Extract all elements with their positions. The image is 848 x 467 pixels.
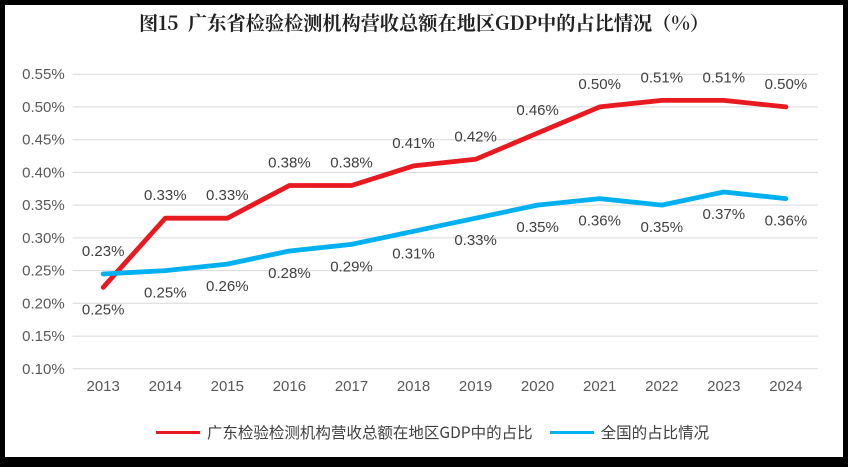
svg-text:0.51%: 0.51% [703,69,746,86]
svg-text:0.40%: 0.40% [22,164,65,181]
svg-text:2016: 2016 [273,378,306,395]
svg-text:0.55%: 0.55% [22,66,65,83]
svg-text:2019: 2019 [459,378,492,395]
svg-text:2013: 2013 [87,378,120,395]
svg-text:0.33%: 0.33% [454,232,497,249]
svg-text:0.41%: 0.41% [392,135,435,152]
svg-text:2023: 2023 [707,378,740,395]
svg-text:0.38%: 0.38% [330,155,373,172]
svg-text:0.29%: 0.29% [330,258,373,275]
svg-text:0.36%: 0.36% [578,213,621,230]
svg-text:0.42%: 0.42% [454,128,497,145]
svg-text:0.35%: 0.35% [641,219,684,236]
svg-text:2024: 2024 [769,378,802,395]
svg-text:0.51%: 0.51% [641,69,684,86]
svg-text:0.35%: 0.35% [22,197,65,214]
svg-text:0.45%: 0.45% [22,132,65,149]
svg-text:2018: 2018 [397,378,430,395]
svg-text:0.37%: 0.37% [703,206,746,223]
svg-text:0.25%: 0.25% [22,263,65,280]
svg-text:2021: 2021 [583,378,616,395]
svg-text:0.36%: 0.36% [765,213,808,230]
svg-text:0.10%: 0.10% [22,361,65,378]
svg-text:2014: 2014 [149,378,182,395]
svg-text:0.30%: 0.30% [22,230,65,247]
svg-text:2022: 2022 [645,378,678,395]
svg-text:0.28%: 0.28% [268,265,311,282]
svg-text:0.20%: 0.20% [22,295,65,312]
svg-text:0.15%: 0.15% [22,328,65,345]
svg-text:0.26%: 0.26% [206,278,249,295]
svg-text:0.33%: 0.33% [206,187,249,204]
svg-text:0.50%: 0.50% [578,76,621,93]
svg-text:0.25%: 0.25% [82,301,125,318]
svg-text:0.33%: 0.33% [144,187,187,204]
svg-text:2020: 2020 [521,378,554,395]
svg-text:0.46%: 0.46% [516,102,559,119]
svg-text:0.35%: 0.35% [516,219,559,236]
svg-text:0.31%: 0.31% [392,245,435,262]
svg-text:0.23%: 0.23% [82,243,125,260]
svg-text:0.50%: 0.50% [765,76,808,93]
svg-text:0.50%: 0.50% [22,99,65,116]
svg-text:2015: 2015 [211,378,244,395]
svg-text:0.25%: 0.25% [144,285,187,302]
svg-text:0.38%: 0.38% [268,155,311,172]
svg-text:2017: 2017 [335,378,368,395]
